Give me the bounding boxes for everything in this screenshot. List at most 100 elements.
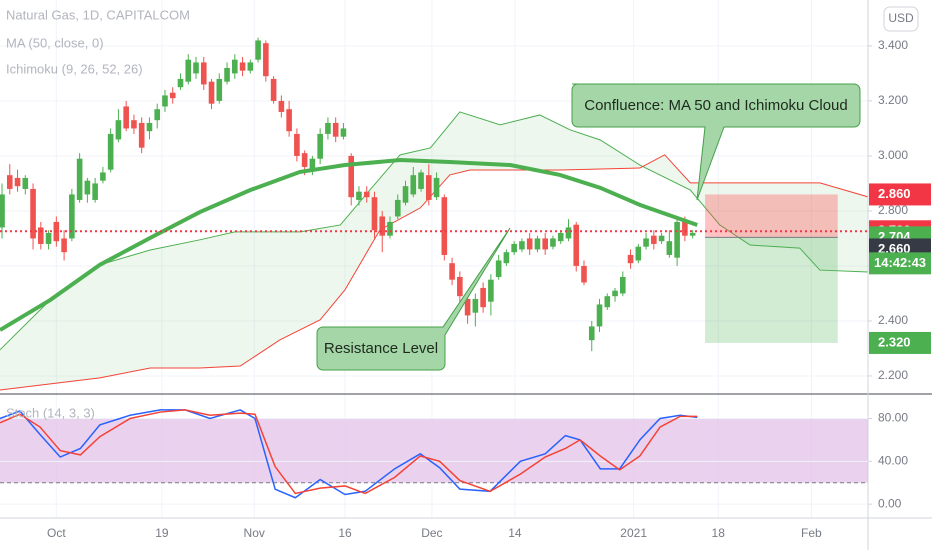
candle-body	[387, 221, 393, 236]
candle-body	[6, 175, 13, 189]
callout	[571, 83, 861, 201]
x-tick-label: 2021	[620, 526, 647, 540]
candle-body	[286, 109, 292, 132]
candle-body	[255, 40, 261, 60]
candle-body	[526, 238, 533, 250]
legend-title: Natural Gas, 1D, CAPITALCOM	[6, 7, 190, 22]
candle-body	[550, 238, 556, 247]
x-tick-label: Dec	[421, 526, 442, 540]
candle-body	[596, 304, 603, 327]
legend-stoch: Stoch (14, 3, 3)	[6, 405, 95, 420]
candle-body	[363, 191, 370, 198]
x-tick-label: 18	[712, 526, 726, 540]
ma-line	[0, 158, 698, 332]
candle-body	[131, 120, 137, 129]
y-tick-label: 2.800	[878, 203, 908, 217]
candle-body	[682, 221, 688, 236]
price-label: 2.320	[878, 334, 911, 349]
candle-body	[356, 191, 362, 200]
candle-body	[519, 241, 525, 250]
candle-body	[651, 235, 657, 244]
candle-body	[666, 241, 673, 255]
candle-body	[433, 177, 440, 198]
candle-body	[426, 175, 432, 200]
candle-body	[449, 263, 455, 280]
candle-body	[216, 78, 223, 101]
candle-body	[418, 172, 424, 189]
candle-body	[480, 287, 486, 308]
candle-body	[495, 260, 502, 277]
y-tick-label: 3.000	[878, 148, 908, 162]
candle-body	[457, 276, 463, 297]
price-label-box	[869, 331, 931, 354]
candle-body	[185, 59, 192, 82]
candle-body	[138, 122, 145, 148]
candle-body	[441, 197, 448, 255]
candle-body	[177, 78, 184, 88]
candle-body	[239, 62, 246, 71]
stoch-line	[0, 409, 698, 495]
candle-body	[154, 109, 161, 121]
candle-body	[317, 133, 323, 159]
span-b	[0, 154, 869, 391]
x-tick-label: 14	[508, 526, 522, 540]
candle-body	[612, 290, 618, 297]
x-tick-label: 16	[338, 526, 352, 540]
stoch-line	[0, 409, 698, 499]
candle-body	[200, 62, 207, 85]
x-tick-label: Oct	[47, 526, 66, 540]
candle-body	[619, 276, 626, 294]
candle-body	[100, 172, 106, 181]
currency-box[interactable]	[883, 6, 919, 32]
candle-body	[224, 67, 230, 82]
candle-body	[247, 62, 254, 71]
candle-body	[565, 227, 572, 239]
candle-body	[379, 216, 386, 236]
candle-body	[45, 232, 52, 244]
y-tick-label: 2.400	[878, 313, 908, 327]
y-tick-label: 0.00	[878, 496, 902, 510]
candle-body	[232, 59, 238, 74]
x-tick-label: 19	[155, 526, 169, 540]
callout	[316, 227, 511, 371]
candle-body	[534, 238, 541, 250]
stoch-band	[0, 418, 868, 483]
candle-body	[294, 133, 300, 156]
candle-body	[394, 199, 401, 217]
candle-body	[69, 194, 75, 239]
candle-body	[278, 100, 285, 112]
candle-body	[107, 133, 114, 170]
candle-body	[301, 153, 308, 167]
candle-body	[270, 78, 277, 101]
candle-body	[503, 252, 510, 264]
candle-body	[658, 235, 665, 242]
candle-body	[325, 122, 331, 134]
candle-body	[689, 232, 696, 236]
candle-body	[193, 62, 199, 74]
candle-body	[604, 296, 611, 308]
target-zone	[705, 237, 838, 343]
candle-body	[674, 221, 680, 258]
y-tick-label: 40.00	[878, 453, 908, 467]
x-tick-label: Feb	[801, 526, 822, 540]
candle-body	[588, 326, 595, 341]
legend-ichimoku: Ichimoku (9, 26, 52, 26)	[6, 61, 143, 76]
candle-body	[488, 279, 494, 302]
candle-body	[348, 155, 355, 198]
span-a	[0, 111, 869, 351]
candle-body	[263, 43, 269, 77]
cloud	[0, 111, 868, 390]
candle-body	[464, 298, 471, 316]
candle-body	[340, 128, 347, 137]
y-tick-label: 80.00	[878, 411, 908, 425]
candle-body	[581, 265, 587, 283]
candle-body	[22, 177, 29, 189]
candle-body	[61, 238, 67, 253]
candle-body	[309, 158, 316, 170]
price-pane: 3.4003.2003.0002.8002.6002.4002.200Oct19…	[0, 0, 908, 540]
candle-body	[402, 186, 409, 203]
annotation: Confluence: MA 50 and Ichimoku Cloud	[584, 97, 848, 114]
candle-body	[332, 122, 339, 137]
price-label-box	[869, 183, 931, 206]
